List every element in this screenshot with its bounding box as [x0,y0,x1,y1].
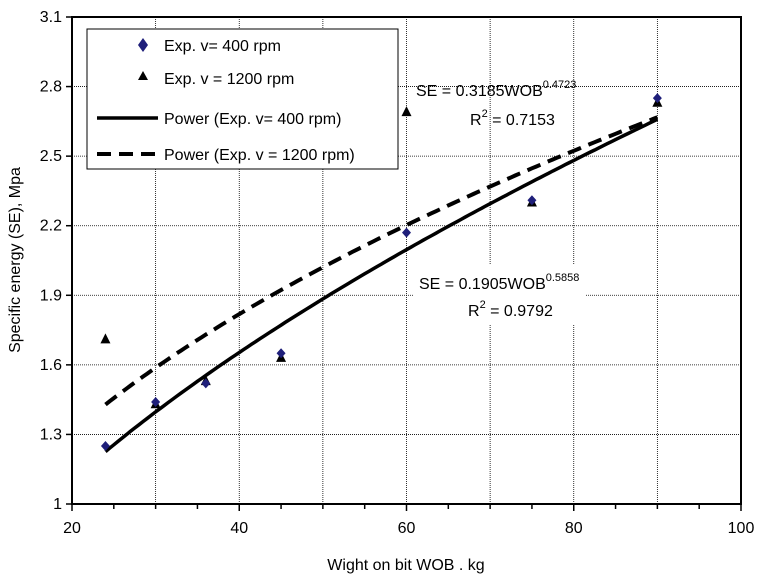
x-tick-label: 60 [398,520,416,537]
legend-label-exp-400: Exp. v= 400 rpm [164,38,281,55]
annotation-fit-400-box [414,264,586,324]
fit-line-1200 [104,115,659,407]
point-diamond [151,396,161,407]
x-tick-label: 100 [728,520,755,537]
equation-400: SE = 0.1905WOB0.5858 [419,272,579,293]
data-points [100,93,663,452]
y-tick-label: 2.8 [40,79,62,96]
point-triangle [100,333,111,344]
y-tick-label: 1.3 [40,426,62,443]
legend-item-exp-1200: Exp. v = 1200 rpm [138,71,294,88]
point-diamond [527,195,537,206]
y-tick-label: 2.2 [40,218,62,235]
r2-1200: R2 = 0.7153 [470,108,555,129]
y-tick-label: 1 [53,496,62,513]
point-diamond [652,93,662,104]
x-tick-label: 40 [230,520,248,537]
fit-line-400 [104,117,659,453]
legend-item-power-400: Power (Exp. v= 400 rpm) [97,111,341,128]
legend-marker-diamond-icon [138,38,148,52]
legend-label-exp-1200: Exp. v = 1200 rpm [164,71,294,88]
legend-item-power-1200: Power (Exp. v = 1200 rpm) [97,147,355,164]
equation-1200-exponent: 0.4723 [543,79,577,91]
legend-label-power-400: Power (Exp. v= 400 rpm) [164,111,341,128]
legend-label-power-1200: Power (Exp. v = 1200 rpm) [164,147,355,164]
legend-item-exp-400: Exp. v= 400 rpm [138,38,281,55]
point-diamond [201,378,211,389]
point-diamond [402,227,411,238]
equation-1200: SE = 0.3185WOB0.4723 [416,79,576,100]
point-diamond [100,441,110,452]
y-axis-label: Specific energy (SE), Mpa [7,167,24,353]
legend-marker-triangle-icon [138,71,148,80]
annotation-fit-400: SE = 0.1905WOB0.5858 R2 = 0.9792 [414,264,586,324]
x-axis-label: Wight on bit WOB . kg [327,557,484,574]
gridlines [72,17,741,504]
equation-400-exponent: 0.5858 [546,272,580,284]
point-triangle [401,106,412,117]
legend: Exp. v= 400 rpm Exp. v = 1200 rpm Power … [86,28,399,170]
y-tick-label: 1.9 [40,287,62,304]
legend-box [86,28,399,170]
x-tick-label: 20 [63,520,81,537]
y-tick-label: 2.5 [40,148,62,165]
point-diamond [276,348,286,359]
y-tick-label: 3.1 [40,9,62,26]
r2-400: R2 = 0.9792 [468,299,553,320]
x-tick-label: 80 [565,520,583,537]
annotation-fit-1200: SE = 0.3185WOB0.4723 R2 = 0.7153 [416,79,576,129]
trend-lines [104,115,659,453]
axis-ticks: 1 1.3 1.6 1.9 2.2 2.5 2.8 3.1 20 40 60 80 100 [40,9,755,537]
y-tick-label: 1.6 [40,357,62,374]
